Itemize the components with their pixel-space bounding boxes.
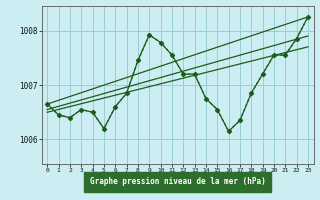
X-axis label: Graphe pression niveau de la mer (hPa): Graphe pression niveau de la mer (hPa) [90,177,266,186]
